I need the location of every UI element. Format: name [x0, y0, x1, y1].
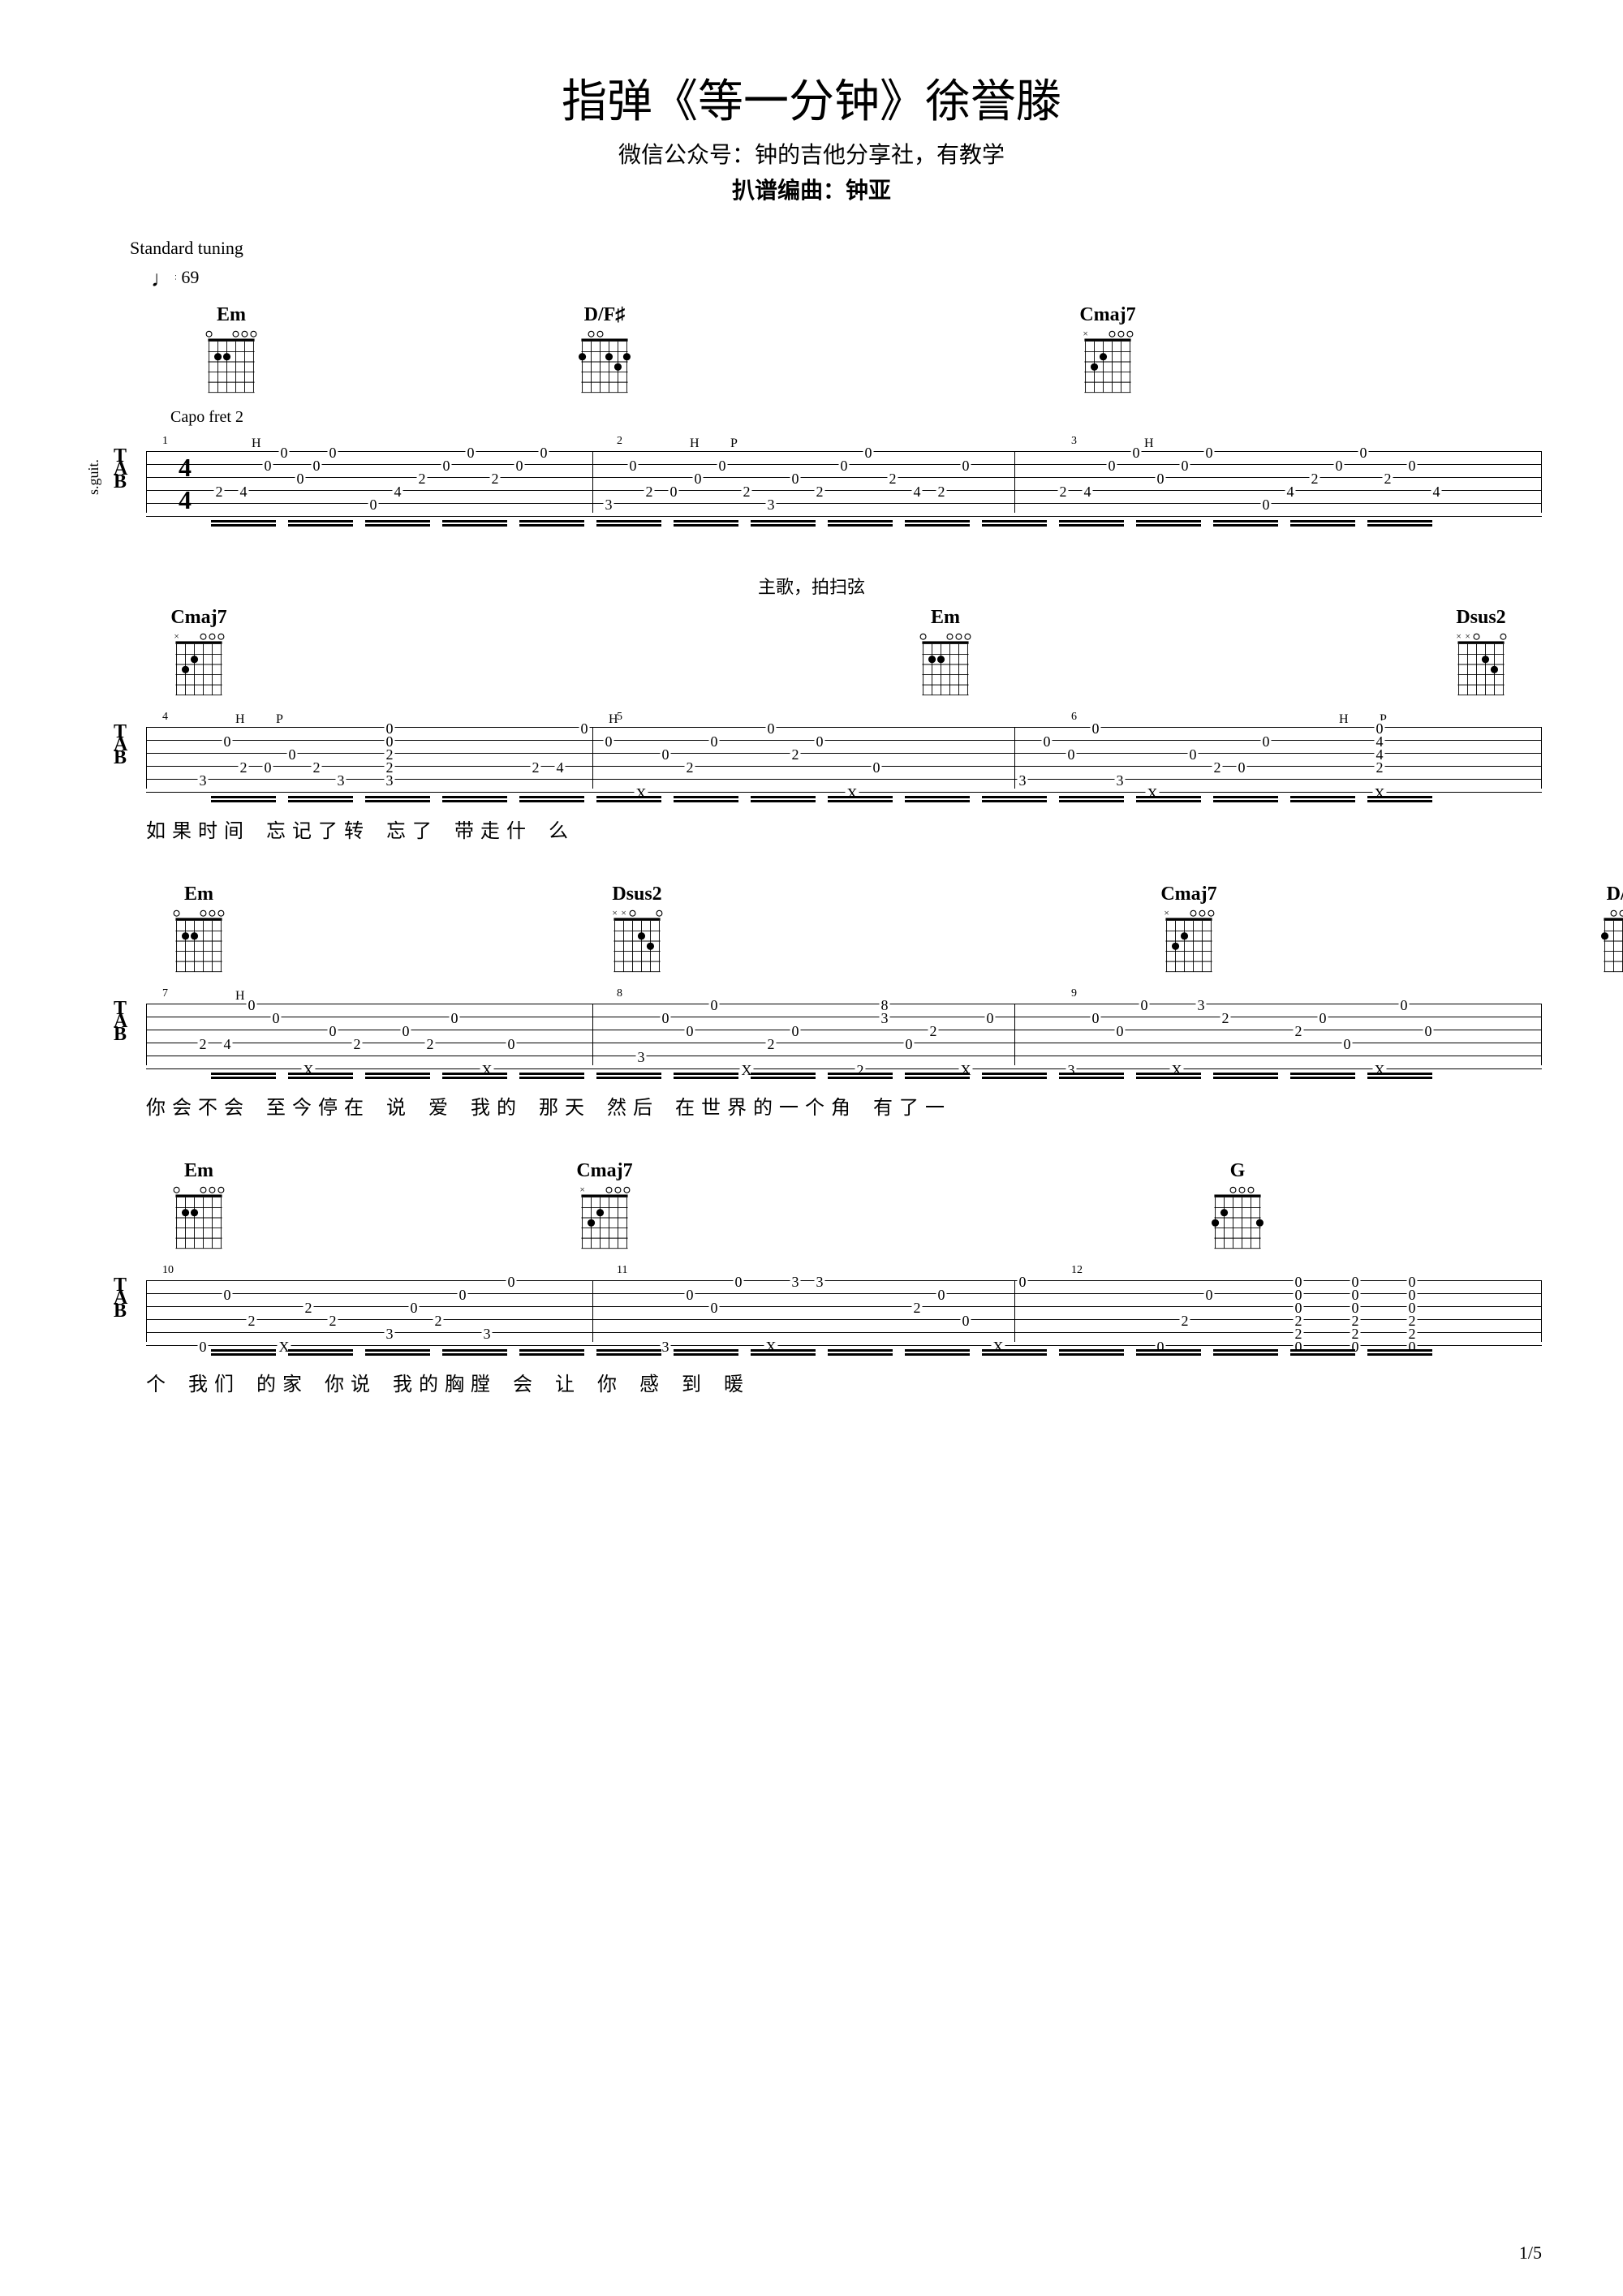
tab-system: EmCmaj7×GDsus2××EmTAB101112002X223020303…	[81, 1160, 1542, 1396]
capo-label: Capo fret 2	[170, 408, 1542, 427]
chord-diagram: Dsus2××	[1453, 607, 1509, 697]
chord-diagram: Em	[917, 607, 974, 697]
chord-diagram: Dsus2××	[609, 884, 665, 974]
tab-staff: TAB789H2400X02020X03000X2028302X03000X32…	[105, 987, 1542, 1085]
svg-text:×: ×	[1465, 632, 1470, 642]
chord-diagram: Em	[203, 304, 260, 394]
tab-system: EmDsus2××Cmaj7×D/F♯GDsus2××TAB789H2400X0…	[81, 884, 1542, 1120]
chord-diagram: Em	[170, 884, 227, 974]
svg-text:×: ×	[1456, 632, 1461, 642]
tab-staff: s.guit.TAB44123HHPH240000004200200302000…	[105, 435, 1542, 532]
svg-text:×: ×	[1083, 329, 1087, 339]
chord-diagram: Cmaj7×	[1079, 304, 1136, 394]
svg-text:×: ×	[579, 1185, 584, 1195]
subtitle: 微信公众号：钟的吉他分享社，有教学	[81, 137, 1542, 170]
chord-diagram: G	[1209, 1160, 1266, 1250]
svg-text:×: ×	[621, 909, 626, 918]
tempo: ♩ = 69	[162, 267, 1542, 288]
tab-staff: TAB456HPHHP3020023002232400X020020X03000…	[105, 711, 1542, 808]
tuning-label: Standard tuning	[130, 238, 1542, 259]
page-number: 1/5	[1519, 2242, 1542, 2264]
tab-system: 主歌，拍扫弦Cmaj7×EmDsus2××Cmaj7×B5×××TAB456HP…	[81, 573, 1542, 843]
chord-diagram: D/F♯	[576, 304, 633, 394]
chord-diagram: Em	[170, 1160, 227, 1250]
page-title: 指弹《等一分钟》徐誉滕	[81, 65, 1542, 131]
chord-diagram: Cmaj7×	[170, 607, 227, 697]
arranger: 扒谱编曲：钟亚	[81, 173, 1542, 205]
chord-diagram: Cmaj7×	[1160, 884, 1217, 974]
svg-text:×: ×	[612, 909, 617, 918]
tab-system: EmD/F♯Cmaj7×EmD/F♯Capo fret 2s.guit.TAB4…	[81, 304, 1542, 532]
svg-text:×: ×	[174, 632, 179, 642]
section-label: 主歌，拍扫弦	[81, 573, 1542, 599]
chord-diagram: Cmaj7×	[576, 1160, 633, 1250]
tab-staff: TAB101112002X223020303000X33200X00200002…	[105, 1264, 1542, 1361]
svg-text:×: ×	[1164, 909, 1169, 918]
chord-diagram: D/F♯	[1599, 884, 1623, 974]
